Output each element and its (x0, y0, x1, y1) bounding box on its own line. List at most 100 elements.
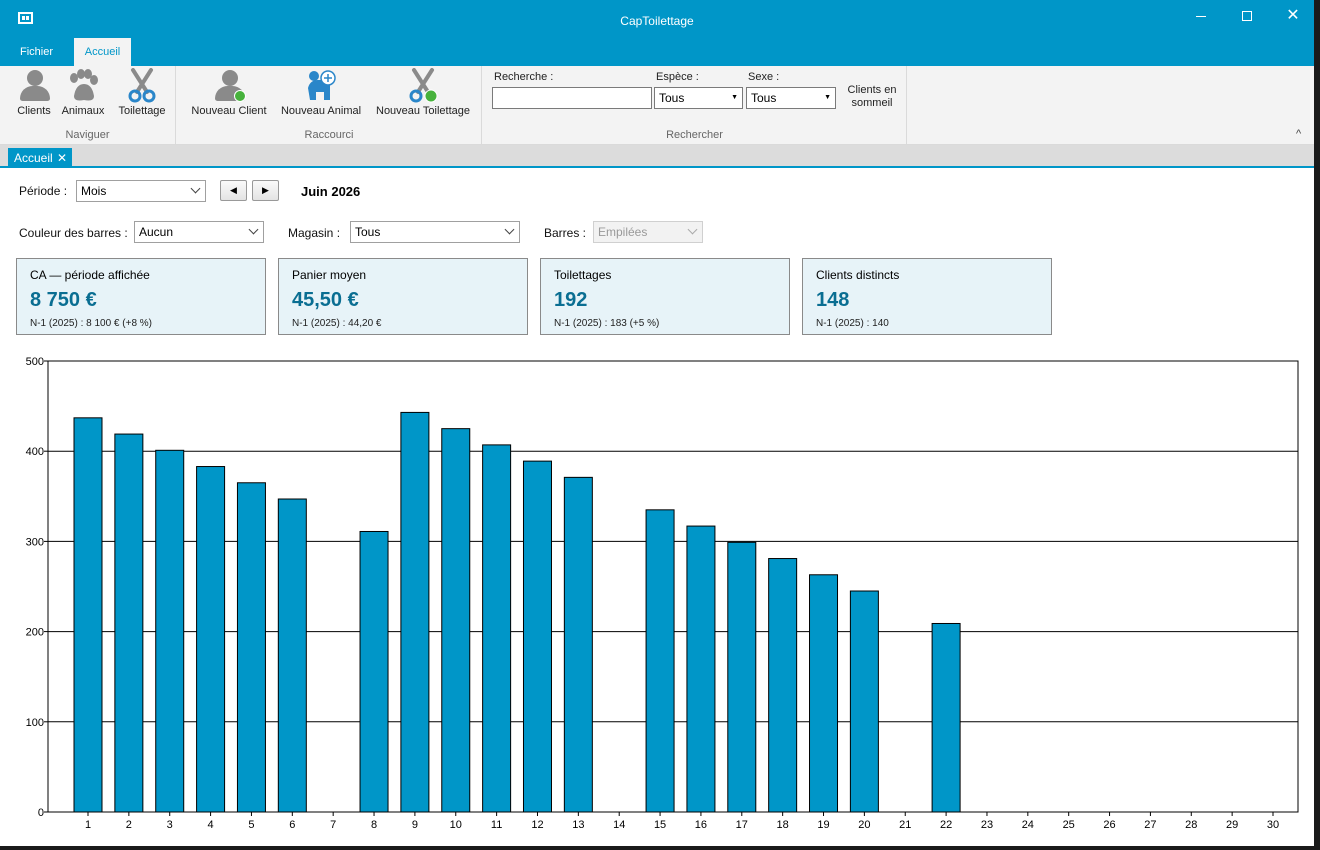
minimize-button[interactable] (1178, 0, 1224, 32)
store-select[interactable]: Tous (350, 221, 520, 243)
nouveau-animal-button[interactable]: Nouveau Animal (277, 66, 365, 117)
kpi-value: 8 750 € (30, 289, 97, 311)
clients-button[interactable]: Clients (14, 66, 54, 117)
sexe-value: Tous (751, 91, 777, 105)
bar (563, 476, 593, 813)
bars-value: Empilées (598, 225, 648, 239)
chevron-down-icon: ▼ (731, 94, 738, 101)
x-tick-label: 1 (85, 819, 91, 831)
y-tick-label: 400 (26, 446, 44, 458)
clients-label: Clients (17, 105, 51, 117)
bar (849, 590, 879, 813)
bar (645, 509, 675, 813)
kpi-title: Panier moyen (292, 268, 367, 282)
next-period-button[interactable]: ▶ (252, 180, 279, 201)
chevron-down-icon (248, 224, 259, 235)
close-tab-icon[interactable]: ✕ (56, 151, 67, 165)
x-tick-label: 22 (940, 819, 952, 831)
minimize-icon (1196, 15, 1206, 17)
app-icon (18, 12, 33, 24)
x-tick-label: 29 (1226, 819, 1238, 831)
kpi-title: CA — période affichée (30, 268, 150, 282)
window-title: CapToilettage (620, 14, 694, 28)
bar (155, 449, 185, 813)
x-tick-label: 7 (330, 819, 336, 831)
group-label-raccourci: Raccourci (304, 129, 354, 141)
document-tab-strip: Accueil ✕ (0, 145, 1314, 168)
sexe-select[interactable]: Tous ▼ (746, 87, 836, 109)
collapse-ribbon-icon[interactable]: ^ (1296, 128, 1302, 140)
y-tick-label: 300 (26, 536, 44, 548)
bar (809, 574, 839, 813)
x-tick-label: 10 (450, 819, 462, 831)
period-label: Période : (19, 184, 68, 198)
x-tick-label: 17 (736, 819, 748, 831)
arrow-right-icon: ▶ (262, 185, 269, 195)
clients-en-sommeil-button[interactable]: Clients en sommeil (847, 84, 897, 109)
menu-tab-fichier[interactable]: Fichier (20, 46, 54, 58)
bars-select: Empilées (593, 221, 703, 243)
bar (768, 558, 798, 813)
bar (400, 411, 430, 813)
maximize-icon (1242, 11, 1252, 21)
toilettage-label: Toilettage (118, 105, 166, 117)
espece-value: Tous (659, 91, 685, 105)
group-label-naviguer: Naviguer (65, 129, 110, 141)
kpi-subtitle: N-1 (2025) : 8 100 € (+8 %) (30, 318, 153, 329)
x-tick-label: 3 (167, 819, 173, 831)
bar-color-value: Aucun (139, 225, 174, 239)
y-tick-label: 200 (26, 627, 44, 639)
ribbon-group-naviguer: Clients Animaux (0, 66, 176, 144)
bar (114, 433, 144, 813)
maximize-button[interactable] (1224, 0, 1270, 32)
doc-tab-label: Accueil (14, 151, 53, 165)
animaux-label: Animaux (61, 105, 105, 117)
x-tick-label: 21 (899, 819, 911, 831)
kpi-title: Toilettages (554, 268, 612, 282)
close-button[interactable]: ✕ (1270, 0, 1314, 32)
arrow-left-icon: ◀ (230, 185, 237, 195)
espece-select[interactable]: Tous ▼ (654, 87, 743, 109)
y-tick-label: 500 (26, 356, 44, 368)
kpi-subtitle: N-1 (2025) : 44,20 € (292, 318, 382, 329)
bar (931, 622, 961, 813)
x-tick-label: 28 (1185, 819, 1197, 831)
period-select[interactable]: Mois (76, 180, 206, 202)
x-tick-label: 15 (654, 819, 666, 831)
x-tick-label: 23 (981, 819, 993, 831)
add-scissors-icon (406, 68, 440, 104)
previous-period-button[interactable]: ◀ (220, 180, 247, 201)
kpi-subtitle: N-1 (2025) : 140 (816, 318, 889, 329)
y-tick-label: 0 (38, 807, 44, 819)
search-input[interactable] (492, 87, 652, 109)
paw-icon (66, 68, 100, 104)
x-tick-label: 9 (412, 819, 418, 831)
chevron-down-icon (190, 183, 201, 194)
scissors-icon (125, 68, 159, 104)
kpi-value: 148 (816, 289, 850, 311)
nouveau-client-button[interactable]: Nouveau Client (187, 66, 271, 117)
animaux-button[interactable]: Animaux (60, 66, 106, 117)
period-value: Mois (81, 184, 107, 198)
nouveau-client-label: Nouveau Client (191, 105, 267, 117)
nouveau-toilettage-button[interactable]: Nouveau Toilettage (373, 66, 473, 117)
x-tick-label: 30 (1267, 819, 1279, 831)
kpi-card-toilettages: Toilettages 192 N-1 (2025) : 183 (+5 %) (540, 258, 790, 335)
doc-tab-accueil[interactable]: Accueil ✕ (8, 148, 72, 168)
menu-tab-accueil[interactable]: Accueil (74, 38, 131, 66)
bar (196, 466, 226, 813)
x-tick-label: 20 (858, 819, 870, 831)
toilettage-button[interactable]: Toilettage (114, 66, 170, 117)
bar-color-select[interactable]: Aucun (134, 221, 264, 243)
x-tick-label: 14 (613, 819, 625, 831)
x-tick-label: 4 (208, 819, 214, 831)
x-tick-label: 19 (817, 819, 829, 831)
store-value: Tous (355, 225, 381, 239)
x-tick-label: 6 (289, 819, 295, 831)
group-label-rechercher: Rechercher (666, 129, 723, 141)
x-tick-label: 11 (491, 819, 502, 831)
bar (277, 498, 307, 813)
bar-color-label: Couleur des barres : (19, 226, 128, 240)
x-tick-label: 27 (1144, 819, 1156, 831)
